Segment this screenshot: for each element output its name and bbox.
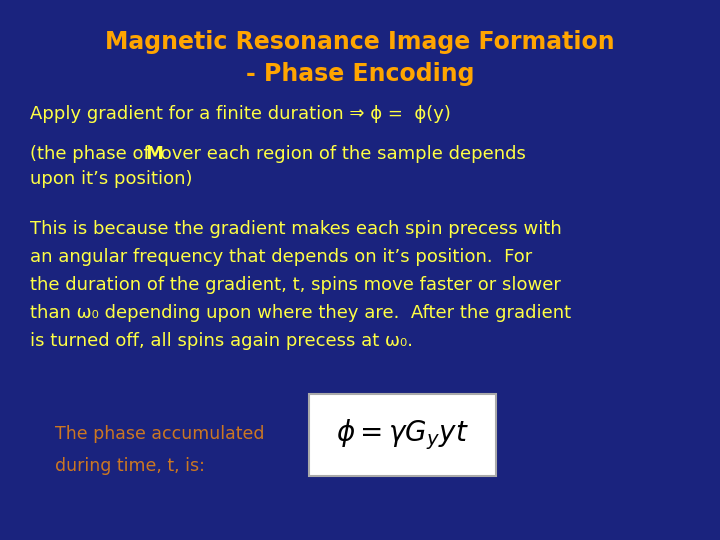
Text: the duration of the gradient, t, spins move faster or slower: the duration of the gradient, t, spins m… <box>30 276 561 294</box>
Text: M: M <box>145 145 163 163</box>
Text: (the phase of: (the phase of <box>30 145 156 163</box>
Text: This is because the gradient makes each spin precess with: This is because the gradient makes each … <box>30 220 562 238</box>
Text: an angular frequency that depends on it’s position.  For: an angular frequency that depends on it’… <box>30 248 532 266</box>
Text: than ω₀ depending upon where they are.  After the gradient: than ω₀ depending upon where they are. A… <box>30 304 571 322</box>
Text: - Phase Encoding: - Phase Encoding <box>246 62 474 86</box>
Text: is turned off, all spins again precess at ω₀.: is turned off, all spins again precess a… <box>30 332 413 350</box>
Text: The phase accumulated: The phase accumulated <box>55 425 264 443</box>
FancyBboxPatch shape <box>309 394 496 476</box>
Text: during time, t, is:: during time, t, is: <box>55 457 205 475</box>
Text: over each region of the sample depends: over each region of the sample depends <box>155 145 526 163</box>
Text: upon it’s position): upon it’s position) <box>30 170 192 188</box>
Text: Magnetic Resonance Image Formation: Magnetic Resonance Image Formation <box>105 30 615 54</box>
Text: Apply gradient for a finite duration ⇒ ϕ =  ϕ(y): Apply gradient for a finite duration ⇒ ϕ… <box>30 105 451 123</box>
Text: $\phi = \gamma G_y y t$: $\phi = \gamma G_y y t$ <box>336 418 469 453</box>
